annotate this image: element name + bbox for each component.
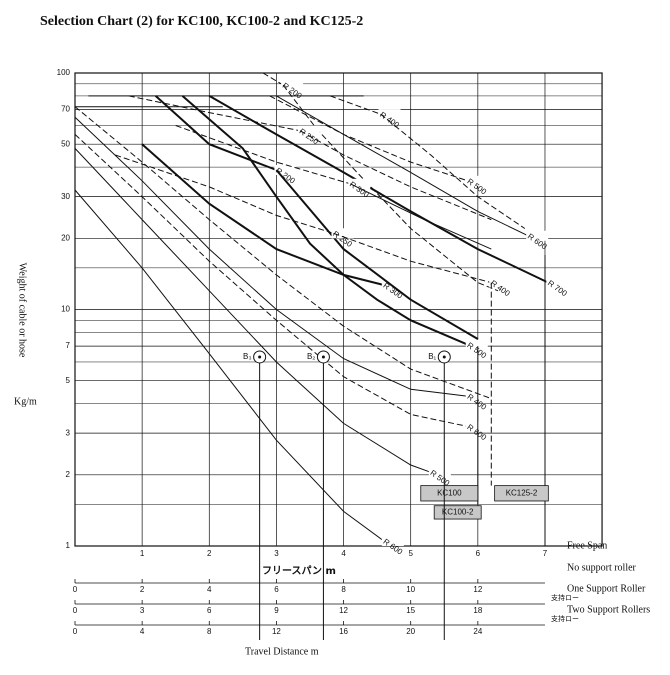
model-label: KC100-2	[442, 508, 474, 517]
curve-label-bg	[465, 175, 488, 186]
curve	[74, 106, 492, 400]
marker-dot	[321, 355, 325, 359]
scale-tick-label: 4	[140, 627, 145, 636]
x-label: フリースパン m	[262, 565, 336, 577]
y-tick-label: 7	[66, 341, 71, 350]
scale-name: One Support Roller	[567, 583, 646, 594]
y-tick-label: 50	[61, 139, 70, 148]
marker-dot	[442, 355, 446, 359]
curve	[350, 183, 492, 250]
curve	[262, 72, 284, 86]
curve	[141, 143, 385, 286]
scale-tick-label: 10	[406, 585, 415, 594]
y-tick-label: 100	[57, 68, 71, 77]
curve	[208, 95, 549, 284]
curve	[329, 95, 381, 115]
curve-label-bg	[281, 79, 304, 90]
curve	[74, 116, 468, 397]
scale-tick-label: 12	[272, 627, 281, 636]
scale-tick-label: 0	[73, 606, 78, 615]
scale-jp: 支持ロー	[551, 593, 579, 602]
curve-label-bg	[428, 467, 451, 478]
scale-tick-label: 15	[406, 606, 415, 615]
model-label: KC125-2	[506, 488, 538, 497]
curve	[275, 169, 479, 340]
x-tick-label: 3	[274, 549, 279, 558]
y-unit: Kg/m	[14, 396, 37, 407]
marker-label: B₃	[243, 352, 252, 361]
curve	[74, 148, 431, 473]
scale-tick-label: 8	[207, 627, 212, 636]
scale-tick-label: 12	[339, 606, 348, 615]
scale-tick-label: 4	[207, 585, 212, 594]
travel-title: Travel Distance m	[245, 646, 319, 657]
y-tick-label: 10	[61, 305, 70, 314]
marker-label: B₁	[428, 352, 436, 361]
x-tick-label: 5	[408, 549, 413, 558]
curve-label-bg	[381, 279, 404, 290]
marker-dot	[258, 355, 262, 359]
curve	[154, 95, 277, 171]
curve-label-bg	[381, 535, 404, 546]
x-tick-label: 1	[140, 549, 145, 558]
curve-label-bg	[465, 339, 488, 350]
curve-label-bg	[348, 178, 371, 189]
curve-label-bg	[297, 125, 320, 136]
scale-tick-label: 6	[207, 606, 212, 615]
curve	[115, 154, 334, 234]
scale-tick-label: 2	[140, 585, 145, 594]
curve	[276, 95, 529, 237]
marker-label: B₂	[307, 352, 315, 361]
scale-tick-label: 0	[73, 627, 78, 636]
scale-tick-label: 12	[473, 585, 482, 594]
scale-jp: 支持ロー	[551, 614, 579, 623]
x-tick-label: 2	[207, 549, 212, 558]
y-tick-label: 30	[61, 192, 70, 201]
x-tick-label: 7	[543, 549, 548, 558]
scale-tick-label: 18	[473, 606, 482, 615]
curve-label-bg	[274, 164, 297, 175]
y-tick-label: 2	[66, 470, 71, 479]
scale-tick-label: 20	[406, 627, 415, 636]
y-label: Weight of cable or hose	[17, 263, 28, 358]
scale-tick-label: 24	[473, 627, 482, 636]
model-box	[420, 485, 479, 502]
scale-name: Two Support Rollers	[567, 604, 650, 615]
curve	[181, 95, 469, 346]
curve-label-bg	[331, 228, 354, 239]
y-tick-label: 1	[66, 541, 71, 550]
chart-title: Selection Chart (2) for KC100, KC100-2 a…	[40, 14, 363, 29]
y-tick-label: 5	[66, 376, 71, 385]
y-tick-label: 20	[61, 233, 70, 242]
curve	[299, 130, 492, 221]
curve-label-bg	[465, 391, 488, 402]
scale-tick-label: 9	[274, 606, 279, 615]
scale-tick-label: 3	[140, 606, 145, 615]
model-label: KC100	[437, 488, 462, 497]
y-tick-label: 3	[66, 428, 71, 437]
curve-label-bg	[489, 277, 512, 288]
scale-tick-label: 0	[73, 585, 78, 594]
curve-label-bg	[526, 230, 549, 241]
x-tick-label: 6	[476, 549, 481, 558]
curve	[74, 134, 468, 427]
curve	[380, 113, 526, 229]
curve	[74, 189, 385, 542]
curve	[175, 125, 351, 185]
scale-name: No support roller	[567, 562, 637, 573]
curve-label-bg	[465, 421, 488, 432]
model-box	[494, 485, 549, 502]
curve	[333, 232, 492, 284]
y-tick-label: 70	[61, 105, 70, 114]
scale-tick-label: 8	[341, 585, 346, 594]
scale-tick-label: 6	[274, 585, 279, 594]
scale-tick-label: 16	[339, 627, 348, 636]
model-box	[433, 505, 482, 520]
curve	[128, 95, 300, 132]
x-tick-label: 4	[341, 549, 346, 558]
curve-label-bg	[378, 109, 401, 120]
curve-label-bg	[546, 277, 569, 288]
